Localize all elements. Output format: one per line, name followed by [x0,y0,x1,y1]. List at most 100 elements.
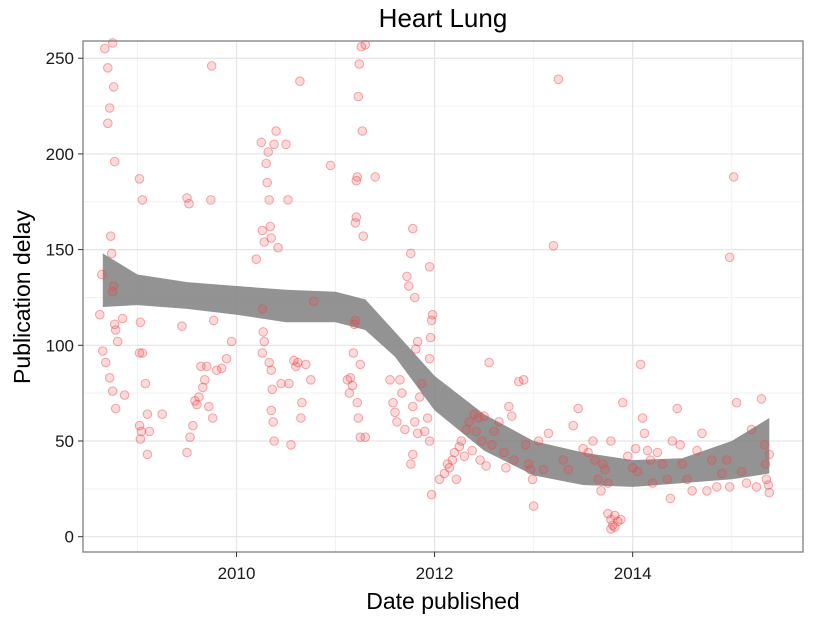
data-point [404,281,414,291]
point-layer [95,38,775,534]
data-point [573,403,584,414]
data-point [509,455,519,465]
data-point [467,445,478,456]
data-point [325,160,336,171]
data-point [406,248,416,259]
data-point [284,378,294,389]
data-point [269,139,279,150]
data-point [107,386,118,397]
data-point [196,361,206,372]
data-point [459,451,470,462]
data-point [267,384,278,395]
data-point [135,434,146,444]
y-tick-label: 250 [46,49,74,68]
data-point [406,459,416,469]
data-point [264,195,275,205]
data-point [390,407,400,418]
data-point [481,461,491,471]
data-point [402,271,412,282]
data-point [578,443,588,454]
data-point [410,417,420,427]
data-point [610,510,620,521]
data-point [528,501,539,511]
data-point [665,493,676,504]
data-point [109,156,120,167]
data-point [276,378,286,389]
data-point [257,348,268,358]
data-point [477,436,487,446]
data-point [352,172,363,182]
data-point [645,455,656,465]
data-point [257,304,268,314]
data-point [107,38,118,48]
data-point [119,390,130,400]
data-point [256,137,267,148]
data-point [142,449,153,460]
data-point [736,466,747,477]
data-point [416,378,427,389]
data-point [411,344,421,354]
data-point [266,233,277,243]
data-point [353,91,364,102]
data-point [635,359,646,370]
data-point [351,212,362,222]
data-point [751,482,762,492]
data-point [618,397,628,408]
data-point [258,327,269,337]
data-point [412,428,423,439]
data-point [309,296,319,307]
data-point [426,315,437,326]
data-point [652,447,663,458]
data-point [208,315,219,326]
data-point [97,269,107,280]
data-point [568,420,579,431]
data-point [350,218,361,228]
data-point [596,486,606,496]
data-point [527,474,538,485]
data-point [360,432,371,443]
data-point [518,375,529,385]
data-point [606,436,616,446]
data-point [608,520,618,531]
data-point [610,522,620,532]
data-point [273,242,283,253]
data-point [444,463,455,473]
data-point [697,428,707,439]
data-point [134,348,145,358]
data-point [707,455,717,465]
data-point [206,61,217,71]
data-point [675,440,686,450]
data-point [475,455,485,465]
data-point [632,466,643,477]
data-point [702,486,712,496]
data-point [667,436,678,446]
data-point [487,440,497,450]
data-point [424,262,435,272]
data-point [291,361,301,372]
data-point [342,375,353,385]
data-point [350,315,361,326]
data-point [104,373,115,383]
data-point [266,405,277,416]
data-point [408,449,418,460]
data-point [479,411,489,421]
data-point [692,445,702,456]
data-point [392,417,402,427]
data-point [286,440,296,450]
data-point [356,41,367,52]
data-point [451,474,462,485]
data-point [283,195,293,205]
data-point [422,413,433,423]
data-point [301,359,311,370]
data-point [499,447,509,458]
panel-border [82,40,804,553]
data-point [543,428,554,439]
data-point [538,464,549,475]
data-point [473,413,484,423]
data-point [662,474,673,485]
data-point [185,432,195,443]
data-point [108,281,119,291]
data-point [687,486,697,496]
data-point [598,459,608,469]
data-point [263,147,274,157]
